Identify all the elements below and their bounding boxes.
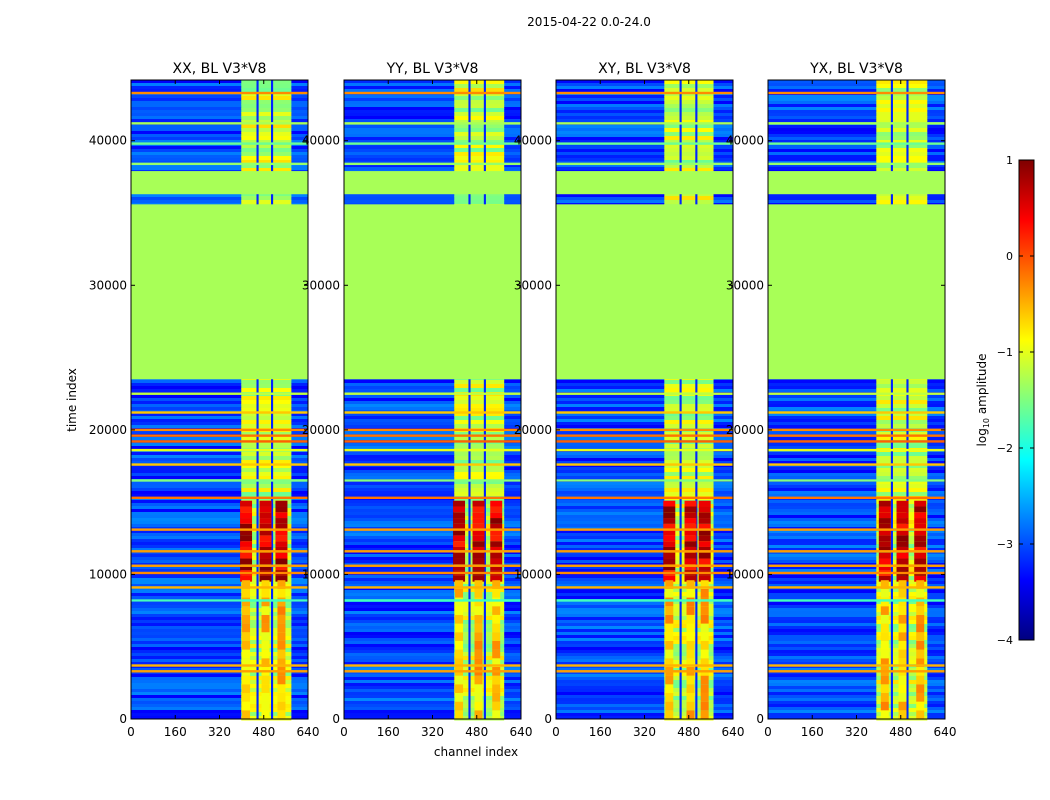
y-tick-label: 10000 [726, 567, 764, 581]
colorbar-tick-label: −1 [997, 346, 1013, 359]
colorbar-ticks: 1 0 −1 −2 −3 −4 [997, 154, 1034, 647]
y-tick-label: 10000 [514, 567, 552, 581]
x-tick-label: 320 [633, 725, 656, 739]
y-tick-label: 0 [119, 712, 127, 726]
x-tick-label: 0 [764, 725, 772, 739]
x-tick-label: 640 [297, 725, 320, 739]
y-tick-label: 40000 [514, 134, 552, 148]
x-axis-label: channel index [434, 745, 518, 759]
heatmap-3 [556, 80, 733, 721]
x-tick-label: 0 [552, 725, 560, 739]
x-tick-label: 160 [164, 725, 187, 739]
x-tick-label: 320 [208, 725, 231, 739]
y-tick-label: 0 [332, 712, 340, 726]
colorbar-tick-label: 0 [1006, 250, 1013, 263]
x-tick-label: 160 [801, 725, 824, 739]
x-tick-label: 160 [377, 725, 400, 739]
y-tick-label: 40000 [302, 134, 340, 148]
panel-2: YY, BL V3*V8 0 160 320 480 640 0 10000 20000 3000… [302, 61, 533, 739]
y-tick-label: 20000 [302, 423, 340, 437]
y-tick-label: 30000 [302, 278, 340, 292]
y-tick-label: 40000 [726, 134, 764, 148]
x-tick-label: 480 [889, 725, 912, 739]
y-tick-label: 10000 [302, 567, 340, 581]
y-tick-label: 0 [544, 712, 552, 726]
x-tick-label: 480 [252, 725, 275, 739]
colorbar-tick-label: −4 [997, 634, 1013, 647]
y-axis-label: time index [65, 368, 79, 432]
panel-title: XX, BL V3*V8 [173, 61, 267, 77]
x-tick-label: 320 [845, 725, 868, 739]
panel-title: XY, BL V3*V8 [598, 61, 691, 77]
panel-title: YY, BL V3*V8 [386, 61, 479, 77]
x-tick-label: 320 [421, 725, 444, 739]
colorbar-label: log10 amplitude [975, 354, 991, 447]
heatmap-2 [344, 80, 521, 721]
x-tick-label: 160 [589, 725, 612, 739]
colorbar-gradient [1018, 159, 1035, 641]
heatmap-1 [131, 80, 308, 721]
y-tick-label: 20000 [514, 423, 552, 437]
colorbar-tick-label: −2 [997, 442, 1013, 455]
colorbar: 1 0 −1 −2 −3 −4 log10 amplitude [975, 154, 1035, 647]
x-tick-label: 640 [722, 725, 745, 739]
panels: XX, BL V3*V8 0 160 320 480 640 0 10000 20000 3000… [89, 61, 957, 739]
x-tick-label: 0 [340, 725, 348, 739]
y-tick-label: 30000 [89, 278, 127, 292]
x-tick-label: 640 [934, 725, 957, 739]
heatmap-4 [768, 80, 945, 721]
colorbar-tick-label: 1 [1006, 154, 1013, 167]
y-tick-label: 30000 [514, 278, 552, 292]
y-tick-label: 20000 [726, 423, 764, 437]
x-tick-label: 480 [677, 725, 700, 739]
colorbar-tick-label: −3 [997, 538, 1013, 551]
x-tick-label: 0 [127, 725, 135, 739]
y-tick-label: 0 [756, 712, 764, 726]
y-tick-label: 30000 [726, 278, 764, 292]
panel-1: XX, BL V3*V8 0 160 320 480 640 0 10000 20000 3000… [89, 61, 320, 739]
y-tick-label: 10000 [89, 567, 127, 581]
panel-title: YX, BL V3*V8 [809, 61, 903, 77]
y-tick-label: 40000 [89, 134, 127, 148]
panel-4: YX, BL V3*V8 0 160 320 480 640 0 10000 20000 3000… [726, 61, 957, 739]
figure-suptitle: 2015-04-22 0.0-24.0 [527, 15, 651, 29]
x-tick-label: 480 [465, 725, 488, 739]
x-tick-label: 640 [510, 725, 533, 739]
panel-3: XY, BL V3*V8 0 160 320 480 640 0 10000 20000 3000… [514, 61, 745, 739]
y-tick-label: 20000 [89, 423, 127, 437]
